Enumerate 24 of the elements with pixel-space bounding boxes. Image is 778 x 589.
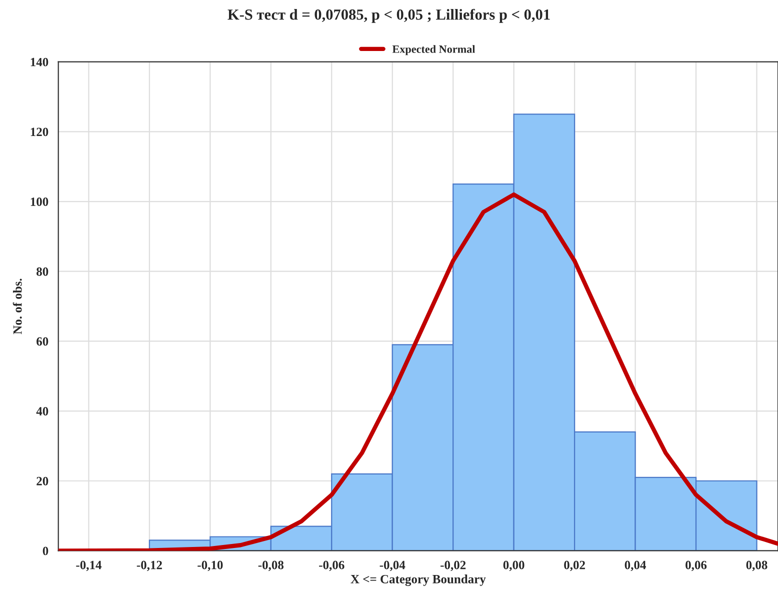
x-tick-label: -0,08 (258, 560, 284, 572)
x-tick-label: 0,06 (686, 560, 707, 572)
x-axis-title: X <= Category Boundary (350, 574, 486, 586)
x-tick-label: -0,02 (440, 560, 466, 572)
y-tick-label: 100 (30, 198, 48, 206)
x-tick-label: 0,02 (564, 560, 585, 572)
x-tick-label: -0,10 (198, 560, 223, 572)
x-tick-label: -0,12 (136, 560, 162, 572)
x-tick-label: 0,04 (624, 560, 646, 572)
y-tick-label: 60 (36, 337, 48, 346)
y-tick-label: 120 (30, 128, 48, 136)
legend-label: Expected Normal (392, 45, 476, 56)
y-tick-label: 0 (42, 546, 48, 556)
chart-title: K-S тест d = 0,07085, p < 0,05 ; Lilliefors p < 0,01 (228, 8, 550, 23)
x-tick-label: -0,04 (380, 560, 406, 572)
y-tick-label: 140 (30, 58, 48, 66)
x-tick-label: -0,06 (319, 560, 344, 572)
x-tick-label: 0,00 (503, 560, 524, 572)
y-tick-label: 80 (36, 267, 48, 276)
x-tick-label: -0,14 (76, 560, 102, 572)
y-tick-label: 20 (36, 476, 48, 486)
x-tick-label: 0,08 (746, 560, 768, 572)
y-axis-title: No. of obs. (12, 278, 22, 334)
y-tick-label: 40 (36, 407, 48, 416)
